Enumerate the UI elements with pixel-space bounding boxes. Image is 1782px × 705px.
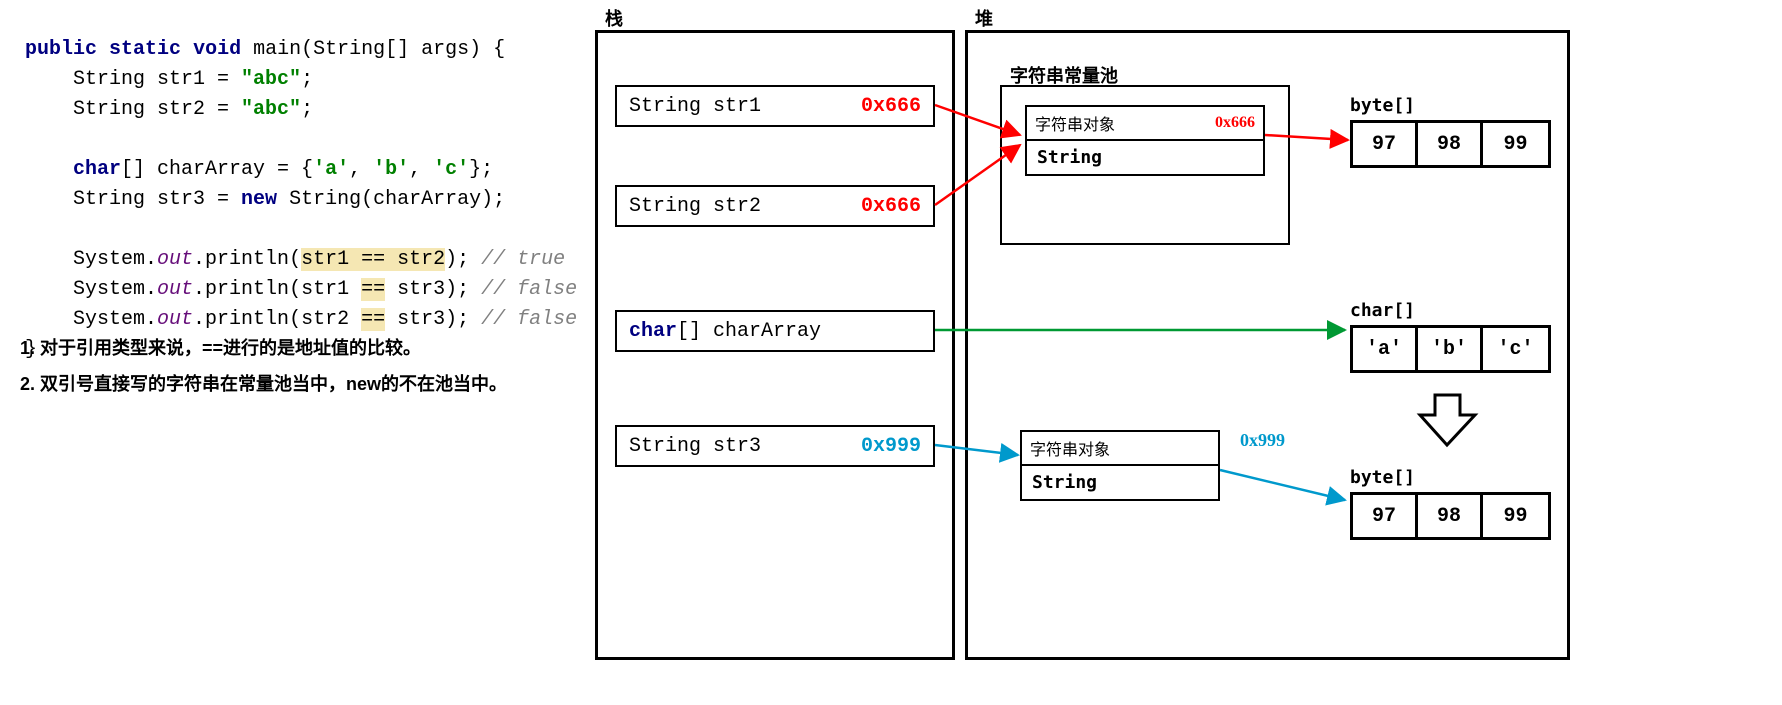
code-block: public static void main(String[] args) {… (25, 35, 577, 365)
char-array-label: char[] (1350, 300, 1415, 321)
stack-var-str3: String str30x999 (615, 425, 935, 467)
note-1: 1. 对于引用类型来说，==进行的是地址值的比较。 (20, 330, 507, 366)
byte-array-label-2: byte[] (1350, 467, 1415, 488)
char-array: 'a' 'b' 'c' (1350, 325, 1551, 373)
string-object-pool: 字符串对象 0x666 String (1025, 105, 1265, 176)
byte-array-label-1: byte[] (1350, 95, 1415, 116)
stack-var-chararray: char[] charArray (615, 310, 935, 352)
str3-addr-label: 0x999 (1240, 430, 1285, 451)
stack-var-str2: String str20x666 (615, 185, 935, 227)
stack-var-str1: String str10x666 (615, 85, 935, 127)
note-2: 2. 双引号直接写的字符串在常量池当中，new的不在池当中。 (20, 366, 507, 402)
notes: 1. 对于引用类型来说，==进行的是地址值的比较。 2. 双引号直接写的字符串在… (20, 330, 507, 402)
heap-label: 堆 (975, 5, 993, 31)
stack-label: 栈 (605, 5, 623, 31)
string-object-new: 字符串对象 String (1020, 430, 1220, 501)
byte-array-2: 97 98 99 (1350, 492, 1551, 540)
byte-array-1: 97 98 99 (1350, 120, 1551, 168)
